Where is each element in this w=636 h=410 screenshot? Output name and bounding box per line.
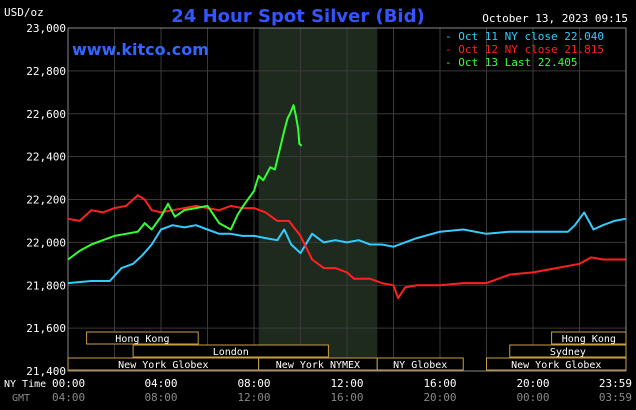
gmt-tick: 03:59 xyxy=(599,391,632,404)
ny-time-tick: 12:00 xyxy=(330,377,363,390)
market-session-bars: Hong Kong London New York Globex New York N… xyxy=(67,331,627,371)
gmt-tick: 08:00 xyxy=(144,391,177,404)
y-tick-label: 23,000 xyxy=(26,22,66,35)
ny-time-label: NY Time xyxy=(4,379,46,390)
gmt-label: GMT xyxy=(12,393,30,404)
market-session-bar xyxy=(132,344,329,358)
kitco-watermark: www.kitco.com xyxy=(72,40,209,59)
series-line-oct-12 xyxy=(67,194,626,300)
grid-lines xyxy=(67,27,627,372)
market-session-label: NY Globex xyxy=(393,360,447,371)
y-tick-label: 21,800 xyxy=(26,279,66,292)
chart-title: 24 Hour Spot Silver (Bid) xyxy=(171,6,424,27)
gmt-tick: 20:00 xyxy=(423,391,456,404)
legend-entry: - Oct 12 NY close 21.815 xyxy=(445,43,604,56)
y-tick-label: 21,400 xyxy=(26,365,66,378)
series-line-oct-11 xyxy=(67,211,626,285)
ny-time-tick: 23:59 xyxy=(599,377,632,390)
market-session-bar xyxy=(376,357,464,371)
market-session-bar xyxy=(86,331,199,345)
gmt-tick: 16:00 xyxy=(330,391,363,404)
market-session-label: Sydney xyxy=(550,347,586,358)
unit-label: USD/oz xyxy=(4,6,44,19)
y-axis-tick-labels: 21,400 21,600 21,800 22,000 22,200 22,400 22,6… xyxy=(26,22,66,378)
timestamp: October 13, 2023 09:15 xyxy=(482,12,628,25)
ny-time-tick: 08:00 xyxy=(237,377,270,390)
ny-time-tick: 04:00 xyxy=(144,377,177,390)
market-session-label: Hong Kong xyxy=(562,334,616,345)
plot-border xyxy=(67,27,627,372)
market-session-label: New York Globex xyxy=(118,360,208,371)
legend-entry: - Oct 13 Last 22.405 xyxy=(445,56,577,69)
gmt-tick: 04:00 xyxy=(52,391,85,404)
market-session-label: Hong Kong xyxy=(115,334,169,345)
market-session-bar xyxy=(551,331,627,345)
legend: - Oct 11 NY close 22.040- Oct 12 NY clos… xyxy=(445,30,604,69)
ny-time-tick: 20:00 xyxy=(516,377,549,390)
y-tick-label: 22,400 xyxy=(26,151,66,164)
market-session-label: New York Globex xyxy=(511,360,601,371)
market-session-bar xyxy=(509,344,627,358)
x-axis-tick-labels: NY Time GMT 00:0004:0004:0008:0008:0012:… xyxy=(4,377,632,404)
y-tick-label: 22,600 xyxy=(26,108,66,121)
y-tick-label: 22,200 xyxy=(26,194,66,207)
gmt-tick: 12:00 xyxy=(237,391,270,404)
y-tick-label: 22,800 xyxy=(26,65,66,78)
market-session-label: New York NYMEX xyxy=(276,360,360,371)
gmt-tick: 00:00 xyxy=(516,391,549,404)
market-session-bar xyxy=(486,357,627,371)
ny-time-tick: 16:00 xyxy=(423,377,456,390)
legend-entry: - Oct 11 NY close 22.040 xyxy=(445,30,604,43)
y-tick-label: 21,600 xyxy=(26,322,66,335)
ny-time-tick: 00:00 xyxy=(52,377,85,390)
price-series xyxy=(67,104,626,300)
y-tick-label: 22,000 xyxy=(26,236,66,249)
series-line-oct-13 xyxy=(67,104,303,261)
market-session-label: London xyxy=(213,347,249,358)
